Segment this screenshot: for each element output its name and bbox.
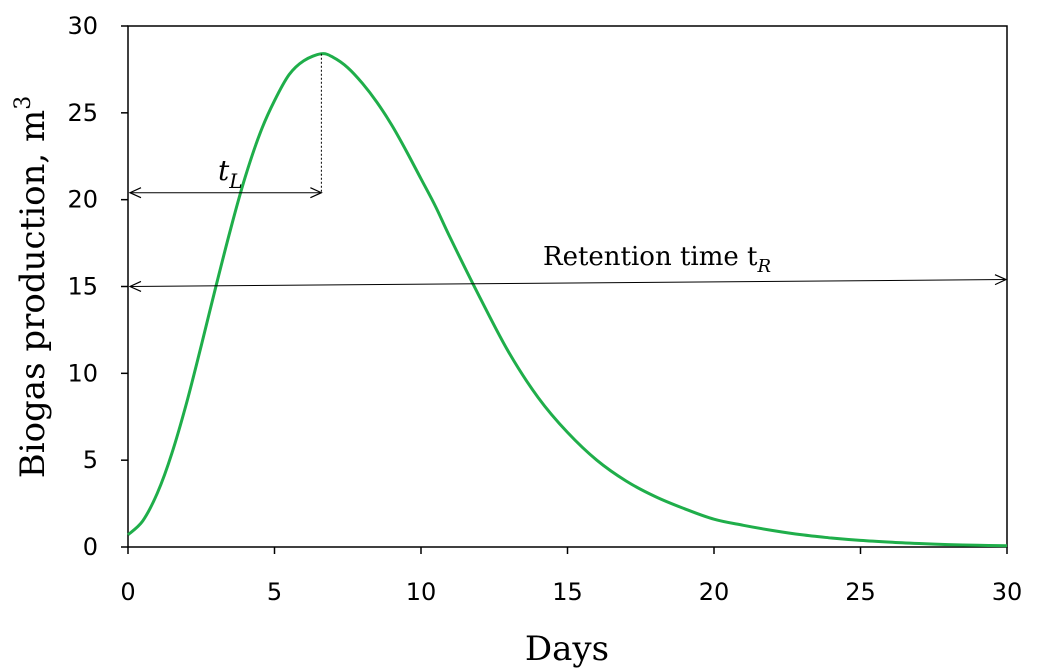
y-tick-label: 30: [67, 12, 98, 40]
y-tick-label: 20: [67, 186, 98, 214]
x-axis-ticks: 0 5 10 15 20 25 30: [120, 547, 1022, 606]
plot-area-frame: [127, 25, 1008, 548]
x-tick-label: 5: [267, 578, 282, 606]
lag-time-arrowhead-right: [310, 187, 323, 199]
x-tick-label: 15: [552, 578, 583, 606]
x-axis-title: Days: [525, 629, 609, 668]
y-tick-label: 15: [67, 273, 98, 301]
retention-time-arrowhead-right: [994, 274, 1008, 286]
retention-time-subscript: R: [757, 256, 772, 277]
y-tick-label: 0: [83, 533, 98, 561]
y-axis-title-superscript: 3: [11, 96, 36, 110]
retention-time-text: Retention time t: [543, 242, 758, 272]
retention-time-arrow: [129, 279, 1007, 287]
biogas-production-curve: [126, 52, 1008, 548]
lag-time-arrowhead-left: [128, 187, 142, 199]
retention-time-arrowhead-left: [128, 280, 142, 292]
y-axis-title-text: Biogas production, m: [13, 110, 53, 479]
lag-time-symbol: t: [218, 154, 230, 187]
y-axis-title: Biogas production, m3: [11, 96, 53, 479]
x-tick-label: 0: [120, 578, 135, 606]
lag-time-label: tL: [218, 154, 243, 193]
y-tick-label: 10: [67, 359, 98, 387]
x-tick-label: 30: [992, 578, 1023, 606]
y-axis-ticks: 0 5 10 15 20 25 30: [67, 12, 128, 561]
y-tick-label: 25: [67, 99, 98, 127]
x-tick-label: 20: [699, 578, 730, 606]
x-tick-label: 25: [845, 578, 876, 606]
y-tick-label: 5: [83, 446, 98, 474]
retention-time-label: Retention time tR: [543, 242, 771, 277]
retention-time-annotation: Retention time tR: [128, 242, 1008, 292]
lag-time-subscript: L: [228, 169, 242, 193]
lag-time-annotation: tL: [128, 53, 323, 199]
x-tick-label: 10: [406, 578, 437, 606]
